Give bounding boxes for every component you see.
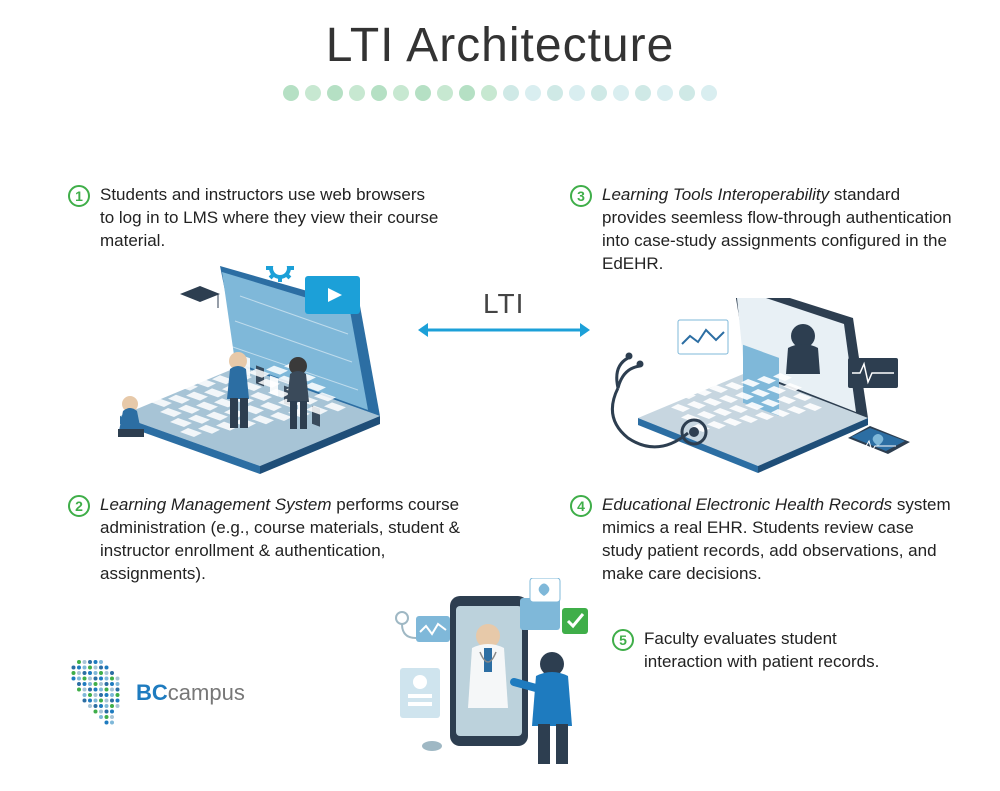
- ehr-laptop-illustration: [598, 298, 928, 488]
- step-5: 5 Faculty evaluates student interaction …: [612, 628, 894, 674]
- step-text: Faculty evaluates student interaction wi…: [644, 628, 894, 674]
- logo-campus: campus: [168, 680, 245, 705]
- step-3: 3 Learning Tools Interoperability standa…: [570, 184, 952, 276]
- logo-text: BCcampus: [136, 680, 245, 706]
- phone-scene-illustration: [380, 578, 610, 778]
- bccampus-logo: BCcampus: [64, 658, 245, 728]
- step-number: 3: [570, 185, 592, 207]
- step-text: Learning Tools Interoperability standard…: [602, 184, 952, 276]
- bc-map-icon: [64, 658, 124, 728]
- lms-laptop-illustration: [90, 266, 390, 476]
- step-text: Students and instructors use web browser…: [100, 184, 440, 253]
- step-number: 5: [612, 629, 634, 651]
- step-4: 4 Educational Electronic Health Records …: [570, 494, 952, 586]
- step-1: 1 Students and instructors use web brows…: [68, 184, 440, 253]
- step-text: Educational Electronic Health Records sy…: [602, 494, 952, 586]
- lti-label: LTI: [483, 288, 524, 320]
- step-number: 2: [68, 495, 90, 517]
- decor-dots: [0, 85, 1000, 101]
- step-text: Learning Management System performs cour…: [100, 494, 460, 586]
- step-number: 4: [570, 495, 592, 517]
- step-2: 2 Learning Management System performs co…: [68, 494, 460, 586]
- page-title: LTI Architecture: [0, 18, 1000, 73]
- logo-bc: BC: [136, 680, 168, 705]
- step-number: 1: [68, 185, 90, 207]
